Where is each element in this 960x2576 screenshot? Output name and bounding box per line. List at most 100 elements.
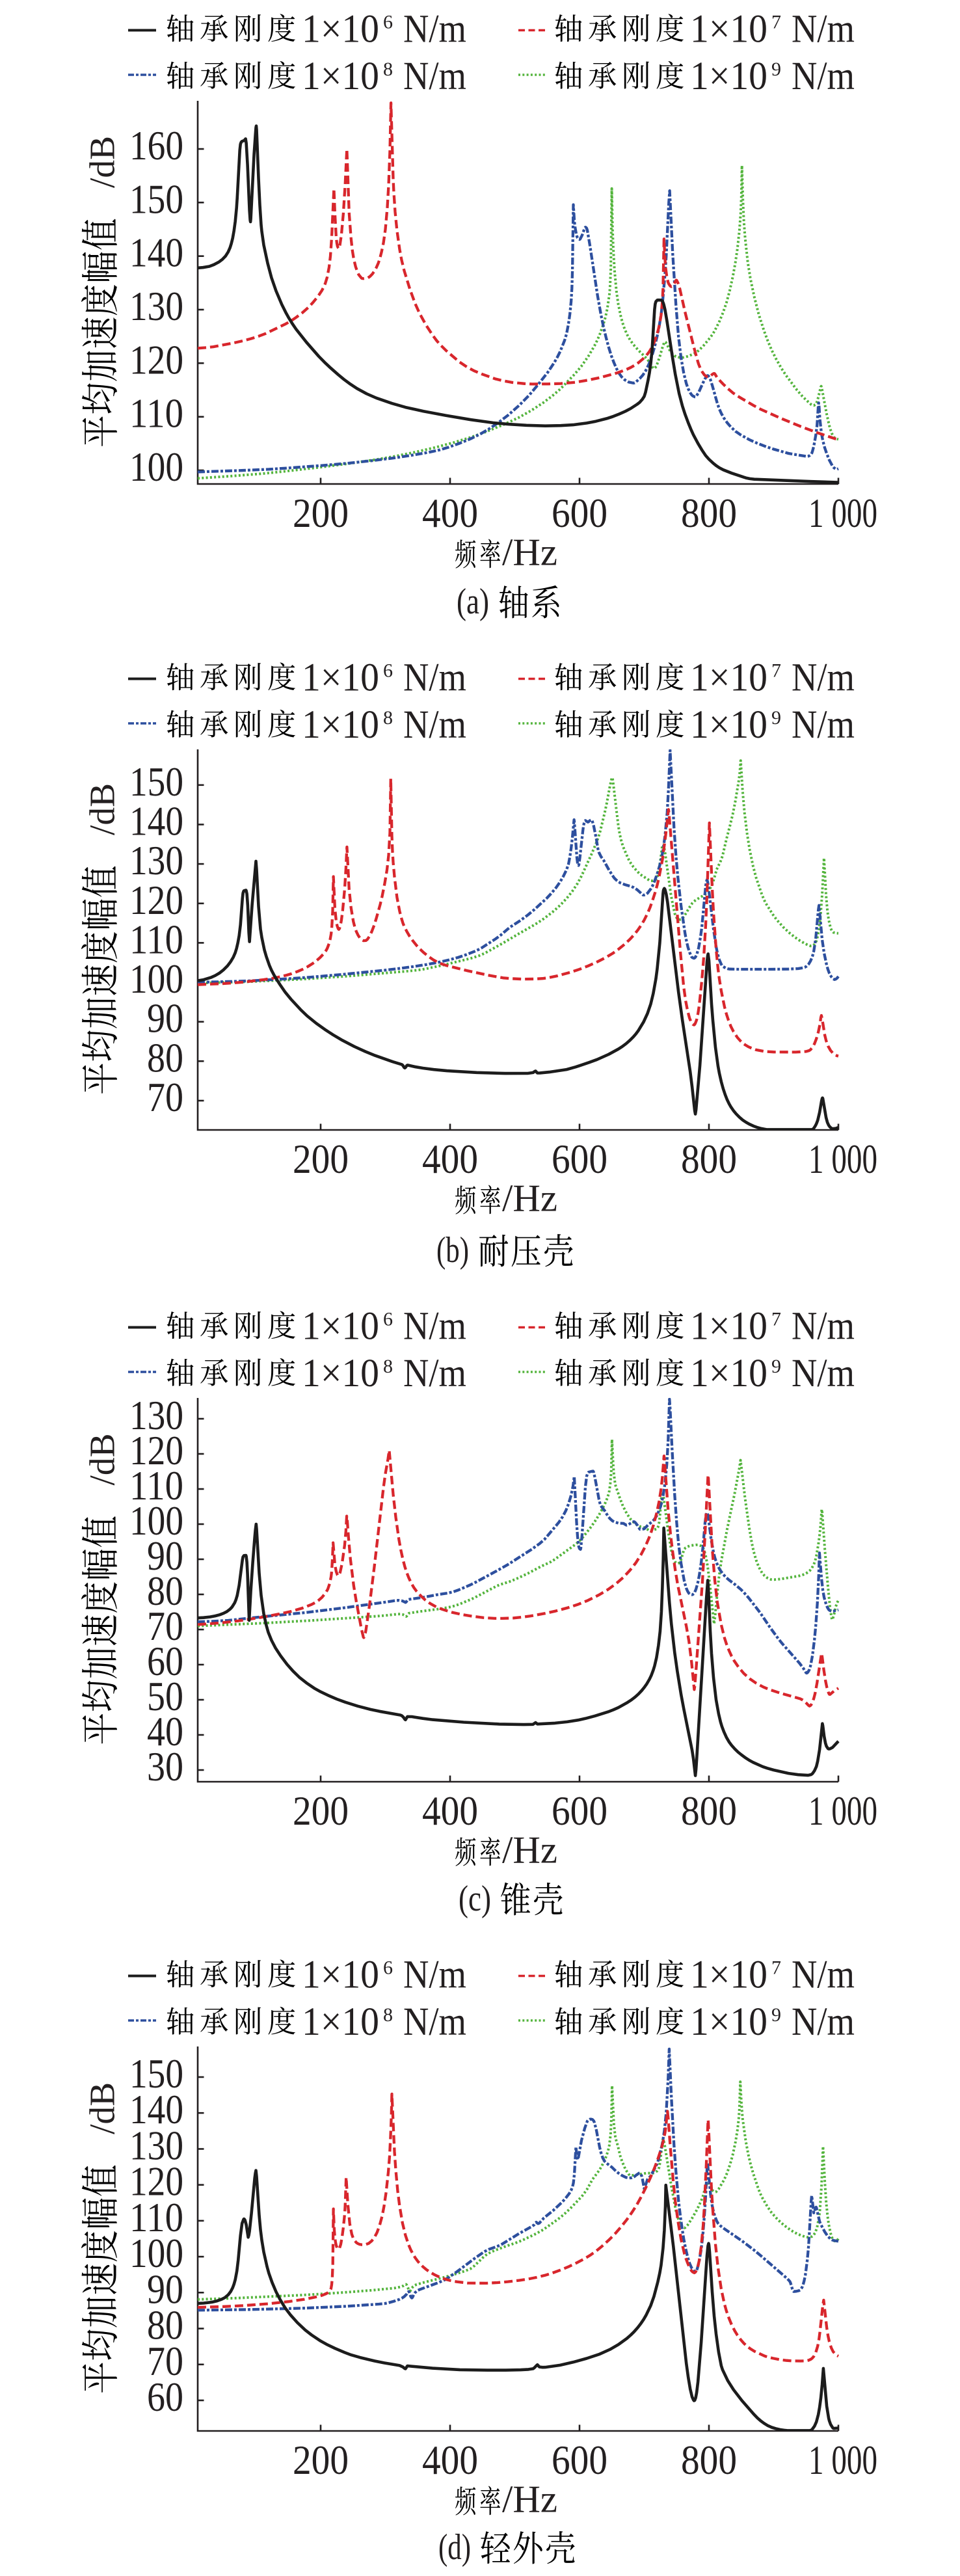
svg-text:600: 600: [552, 1136, 607, 1182]
svg-text:800: 800: [681, 1788, 737, 1834]
svg-text:1 000: 1 000: [808, 490, 877, 536]
svg-text:9: 9: [771, 59, 781, 80]
svg-text:100: 100: [129, 956, 183, 1002]
svg-text:1×10: 1×10: [690, 8, 767, 51]
svg-text:110: 110: [129, 917, 183, 962]
svg-text:N/m: N/m: [403, 1352, 466, 1395]
svg-text:8: 8: [383, 59, 393, 80]
svg-text:60: 60: [147, 2374, 183, 2420]
svg-text:600: 600: [552, 1788, 607, 1834]
svg-text:N/m: N/m: [792, 703, 855, 747]
svg-text:N/m: N/m: [792, 656, 855, 700]
svg-text:N/m: N/m: [792, 8, 855, 51]
svg-text:1×10: 1×10: [302, 1305, 379, 1348]
svg-text:1×10: 1×10: [302, 656, 379, 700]
svg-text:(b): (b): [436, 1230, 469, 1270]
svg-text:80: 80: [147, 1035, 183, 1080]
svg-text:6: 6: [383, 12, 393, 33]
svg-text:140: 140: [129, 2087, 183, 2132]
svg-text:130: 130: [129, 838, 183, 883]
svg-text:N/m: N/m: [403, 1953, 466, 1997]
svg-text:1×10: 1×10: [690, 703, 767, 747]
svg-text:/Hz: /Hz: [502, 2478, 557, 2521]
svg-text:120: 120: [129, 2159, 183, 2205]
svg-text:1×10: 1×10: [690, 1305, 767, 1348]
svg-text:200: 200: [293, 1136, 349, 1182]
svg-text:600: 600: [552, 490, 607, 536]
svg-text:(a): (a): [457, 582, 489, 622]
svg-text:7: 7: [771, 1309, 781, 1330]
svg-text:1×10: 1×10: [302, 2000, 379, 2044]
svg-text:70: 70: [147, 2339, 183, 2384]
svg-text:400: 400: [422, 1136, 478, 1182]
svg-text:150: 150: [129, 2051, 183, 2097]
svg-text:6: 6: [383, 660, 393, 682]
svg-text:70: 70: [147, 1075, 183, 1120]
svg-text:9: 9: [771, 2004, 781, 2026]
svg-text:N/m: N/m: [403, 703, 466, 747]
svg-text:7: 7: [771, 12, 781, 33]
svg-text:6: 6: [383, 1957, 393, 1979]
svg-text:100: 100: [129, 1498, 183, 1544]
svg-text:(d): (d): [438, 2527, 471, 2568]
svg-text:40: 40: [147, 1709, 183, 1754]
svg-text:130: 130: [129, 284, 183, 329]
svg-text:160: 160: [129, 123, 183, 168]
svg-text:60: 60: [147, 1639, 183, 1684]
svg-text:1×10: 1×10: [302, 8, 379, 51]
svg-text:130: 130: [129, 2123, 183, 2169]
svg-text:N/m: N/m: [792, 2000, 855, 2044]
svg-text:N/m: N/m: [792, 1953, 855, 1997]
svg-text:90: 90: [147, 996, 183, 1041]
svg-text:/dB: /dB: [82, 783, 122, 835]
svg-text:100: 100: [129, 2231, 183, 2276]
svg-text:140: 140: [129, 799, 183, 844]
svg-text:9: 9: [771, 707, 781, 729]
svg-text:150: 150: [129, 759, 183, 805]
svg-text:1×10: 1×10: [690, 1352, 767, 1395]
svg-text:90: 90: [147, 1533, 183, 1579]
svg-text:1×10: 1×10: [690, 656, 767, 700]
svg-text:/dB: /dB: [82, 2082, 122, 2134]
svg-text:/Hz: /Hz: [502, 1177, 557, 1220]
svg-text:90: 90: [147, 2266, 183, 2312]
svg-text:30: 30: [147, 1744, 183, 1790]
svg-text:1×10: 1×10: [690, 1953, 767, 1997]
svg-text:120: 120: [129, 878, 183, 923]
svg-text:50: 50: [147, 1674, 183, 1719]
svg-text:N/m: N/m: [403, 8, 466, 51]
svg-text:1 000: 1 000: [808, 1136, 877, 1182]
svg-text:80: 80: [147, 2303, 183, 2348]
svg-text:110: 110: [129, 391, 183, 436]
svg-text:1×10: 1×10: [302, 703, 379, 747]
svg-text:7: 7: [771, 660, 781, 682]
svg-text:8: 8: [383, 1356, 393, 1377]
svg-text:1 000: 1 000: [808, 2437, 877, 2483]
svg-text:/Hz: /Hz: [502, 531, 557, 574]
svg-text:(c): (c): [459, 1879, 491, 1919]
svg-text:800: 800: [681, 2437, 737, 2483]
svg-text:7: 7: [771, 1957, 781, 1979]
svg-text:1×10: 1×10: [302, 1953, 379, 1997]
svg-text:70: 70: [147, 1603, 183, 1649]
svg-text:110: 110: [129, 2195, 183, 2240]
svg-text:8: 8: [383, 707, 393, 729]
svg-text:80: 80: [147, 1568, 183, 1614]
svg-text:130: 130: [129, 1393, 183, 1438]
svg-text:200: 200: [293, 2437, 349, 2483]
svg-text:140: 140: [129, 230, 183, 276]
svg-text:N/m: N/m: [403, 55, 466, 98]
svg-text:110: 110: [129, 1463, 183, 1509]
svg-text:600: 600: [552, 2437, 607, 2483]
svg-text:/dB: /dB: [82, 136, 122, 188]
svg-text:N/m: N/m: [403, 656, 466, 700]
svg-text:1×10: 1×10: [302, 55, 379, 98]
svg-text:N/m: N/m: [792, 1305, 855, 1348]
svg-text:400: 400: [422, 2437, 478, 2483]
svg-text:120: 120: [129, 1428, 183, 1473]
svg-text:100: 100: [129, 444, 183, 490]
svg-text:8: 8: [383, 2004, 393, 2026]
svg-text:800: 800: [681, 490, 737, 536]
svg-text:120: 120: [129, 337, 183, 382]
svg-text:200: 200: [293, 490, 349, 536]
